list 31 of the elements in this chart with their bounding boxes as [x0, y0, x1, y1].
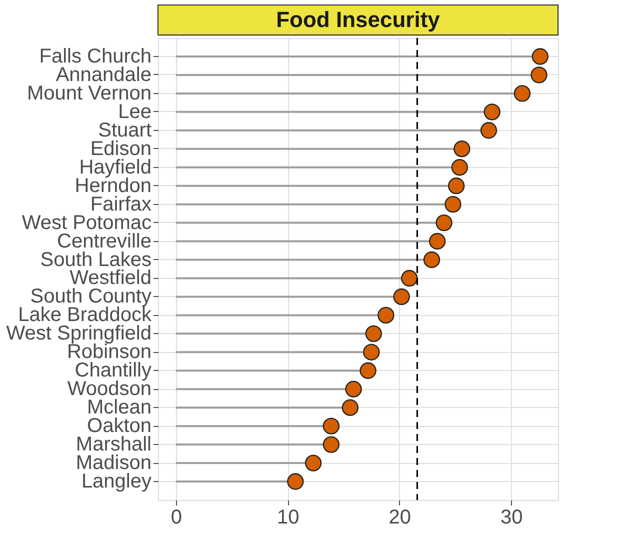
x-tick-label: 30 [500, 506, 523, 528]
point [401, 270, 418, 287]
point [287, 473, 304, 490]
point [393, 288, 410, 306]
x-tick-label: 20 [388, 506, 411, 528]
point [378, 306, 394, 324]
point [484, 104, 500, 120]
point [530, 66, 548, 84]
point [342, 399, 359, 416]
y-tick-label: Chantilly [74, 360, 152, 382]
point [428, 232, 446, 250]
point [322, 418, 340, 434]
point [304, 454, 322, 472]
point [480, 122, 498, 139]
point [451, 159, 468, 176]
point [360, 362, 376, 379]
point [363, 344, 380, 360]
point [345, 380, 362, 398]
chart-title: Food Insecurity [276, 7, 441, 32]
point [423, 251, 440, 268]
x-tick-label: 0 [170, 506, 182, 528]
point [444, 196, 462, 213]
point [514, 85, 531, 102]
point [448, 178, 465, 194]
point [322, 436, 340, 453]
point [454, 140, 470, 158]
point [365, 325, 382, 342]
point [532, 48, 548, 65]
x-tick-label: 10 [276, 506, 300, 528]
point [436, 214, 452, 232]
y-tick-label: West Springfield [6, 322, 152, 345]
